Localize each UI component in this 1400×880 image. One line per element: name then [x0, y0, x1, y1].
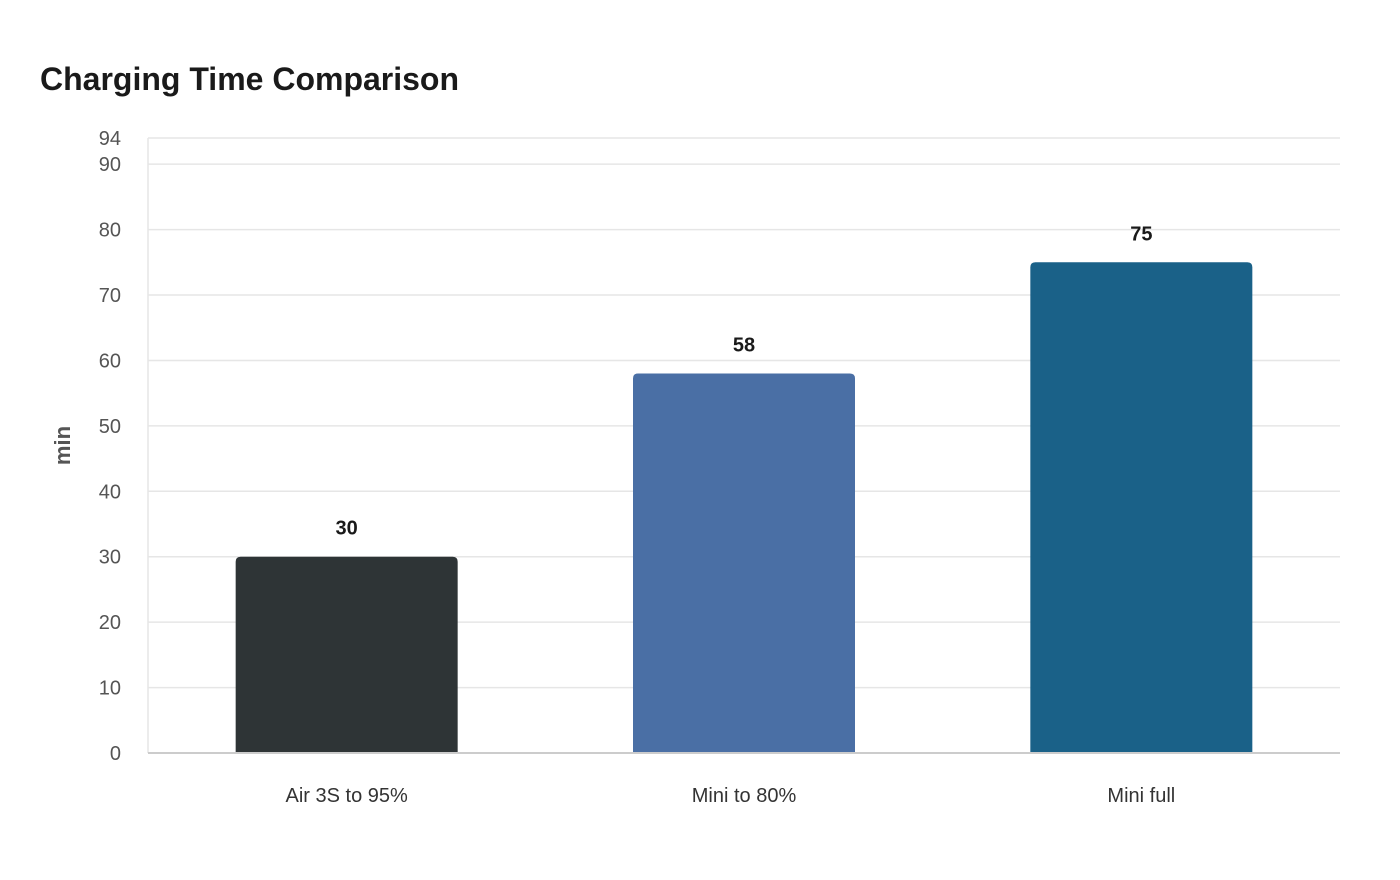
chart-title: Charging Time Comparison — [40, 61, 460, 97]
bar — [633, 373, 855, 753]
y-tick-label: 70 — [99, 285, 121, 307]
y-tick-label: 0 — [110, 743, 121, 765]
y-tick-label: 40 — [99, 481, 121, 503]
value-label: 75 — [1130, 223, 1152, 245]
y-axis-ticks: 0 10 20 30 40 50 60 70 80 90 94 — [99, 128, 121, 765]
value-label: 30 — [336, 518, 358, 540]
bar — [235, 556, 458, 753]
y-tick-label: 50 — [99, 416, 121, 438]
x-category-label: Air 3S to 95% — [286, 785, 409, 807]
y-tick-label: 80 — [99, 220, 121, 242]
value-label: 58 — [733, 335, 755, 357]
y-tick-label: 90 — [99, 154, 121, 176]
y-axis-title: min — [50, 426, 75, 465]
y-tick-label: 94 — [99, 128, 121, 150]
bars — [235, 262, 1253, 753]
y-tick-label: 20 — [99, 612, 121, 634]
x-category-label: Mini to 80% — [692, 785, 797, 807]
y-tick-label: 10 — [99, 678, 121, 700]
x-category-label: Mini full — [1107, 785, 1175, 807]
y-tick-label: 30 — [99, 547, 121, 569]
x-axis-categories: Air 3S to 95% Mini to 80% Mini full — [286, 785, 1176, 807]
bar — [1030, 262, 1253, 753]
y-tick-label: 60 — [99, 350, 121, 372]
value-labels: 30 58 75 — [336, 223, 1153, 539]
